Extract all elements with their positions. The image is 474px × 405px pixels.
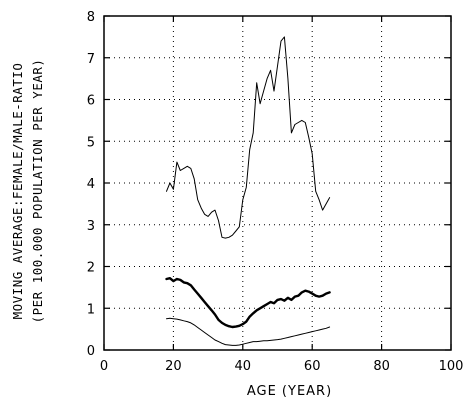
- tick-labels: 0 20 40 60 80 100 0 1 2 3 4 5 6 7 8: [87, 10, 464, 374]
- y-tick-label: 5: [87, 135, 95, 150]
- y-tick-label: 1: [87, 302, 95, 317]
- y-tick-label: 6: [87, 94, 95, 109]
- x-axis-title: AGE (YEAR): [247, 384, 332, 399]
- series-line-2: [165, 277, 331, 329]
- y-tick-label: 2: [87, 261, 95, 276]
- axis-ticks: [103, 15, 452, 351]
- series-line-3: [166, 317, 331, 346]
- y-axis-title-line-1: MOVING AVERAGE:FEMALE/MALE-RATIO: [10, 63, 25, 320]
- x-tick-label: 60: [304, 359, 321, 374]
- y-tick-label: 4: [87, 177, 95, 192]
- x-tick-label: 100: [439, 359, 464, 374]
- x-tick-label: 0: [100, 359, 108, 374]
- y-tick-label: 0: [87, 344, 95, 359]
- x-tick-label: 40: [235, 359, 252, 374]
- series-line-1: [166, 36, 331, 239]
- y-tick-label: 8: [87, 10, 95, 25]
- y-tick-label: 3: [87, 219, 95, 234]
- y-tick-label: 7: [87, 52, 95, 67]
- x-tick-label: 20: [165, 359, 182, 374]
- x-tick-label: 80: [373, 359, 390, 374]
- series-layer: [165, 36, 331, 346]
- y-axis-title-line-2: (PER 100.000 POPULATION PER YEAR): [30, 59, 45, 324]
- grid-lines: [104, 16, 451, 350]
